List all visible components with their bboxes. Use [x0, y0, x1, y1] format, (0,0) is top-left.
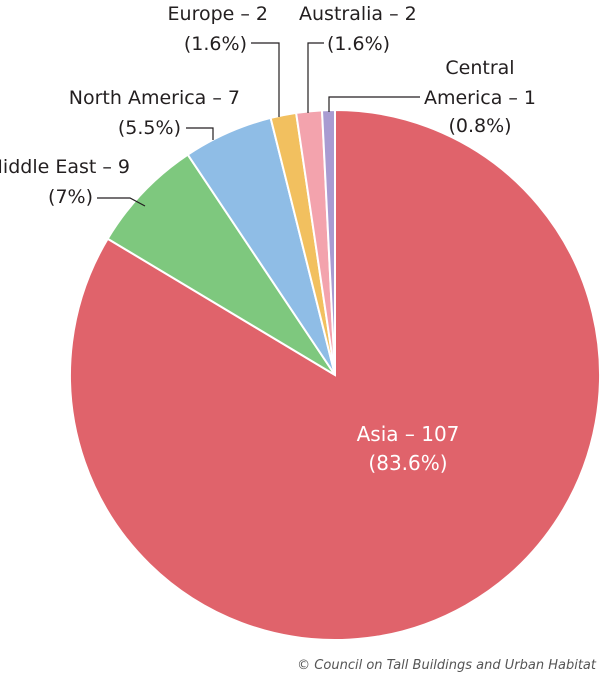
leader-north-america — [186, 127, 214, 140]
label-central-america-line1: Central — [445, 57, 514, 79]
label-australia-line2: (1.6%) — [327, 33, 390, 55]
leader-europe — [251, 42, 280, 117]
label-asia-line2: (83.6%) — [368, 451, 447, 475]
label-europe-line2: (1.6%) — [184, 33, 247, 55]
label-north-america-line1: North America – 7 — [69, 87, 240, 109]
label-north-america-line2: (5.5%) — [118, 117, 181, 139]
label-europe-line1: Europe – 2 — [168, 3, 268, 25]
leader-australia — [307, 42, 324, 113]
label-australia-line1: Australia – 2 — [299, 3, 417, 25]
leader-central-america — [328, 96, 420, 112]
label-middle-east-line1: Middle East – 9 — [0, 156, 130, 178]
label-central-america-line2: America – 1 — [424, 87, 536, 109]
label-central-america-line3: (0.8%) — [448, 115, 511, 137]
pie-slices — [69, 108, 601, 641]
slice-middle-east — [106, 153, 336, 376]
label-asia-line1: Asia – 107 — [357, 422, 460, 446]
leader-lines — [97, 42, 420, 207]
copyright-credit: © Council on Tall Buildings and Urban Ha… — [297, 658, 596, 673]
leader-middle-east — [97, 197, 146, 207]
label-middle-east-line2: (7%) — [48, 186, 93, 208]
